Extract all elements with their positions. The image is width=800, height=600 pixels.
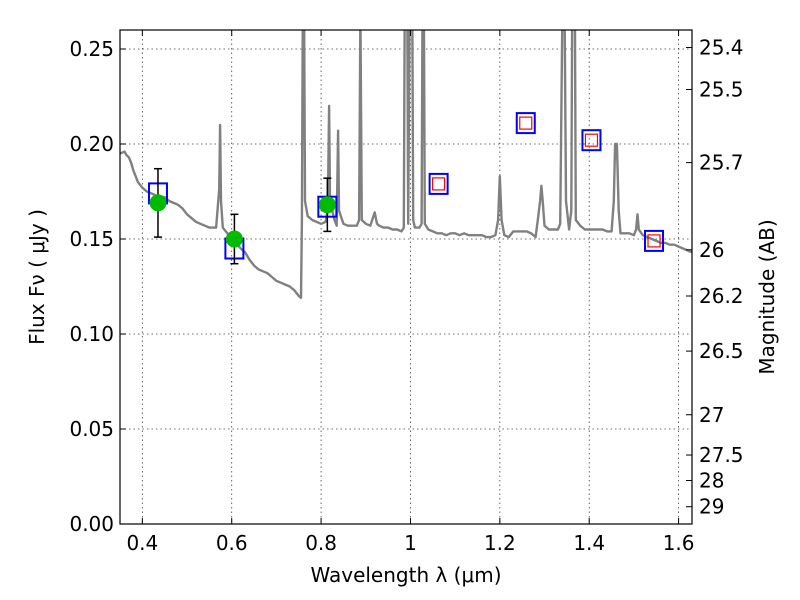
- right-tick-label: 25.5: [699, 77, 744, 101]
- right-tick-label: 29: [699, 495, 724, 519]
- y-axis-right-label: Magnitude (AB): [755, 219, 779, 374]
- predicted-square-marker: [432, 177, 446, 191]
- y-tick-label: 0.10: [69, 322, 114, 346]
- right-tick-label: 28: [699, 468, 724, 492]
- y-tick-label: 0.00: [69, 512, 114, 536]
- axis-ticks: 0.4 0.6 0.8 1 1.2 1.4 1.6 0.00 0.05 0.10 0.15 0.20 0…: [69, 30, 744, 555]
- spectrum-line: [120, 30, 692, 300]
- y-tick-label: 0.15: [69, 227, 114, 251]
- model-square-marker: [581, 129, 602, 152]
- right-tick-label: 25.7: [699, 151, 744, 175]
- observed-point: [318, 196, 336, 214]
- x-tick-label: 1.4: [573, 531, 605, 555]
- x-axis-label: Wavelength λ (μm): [310, 563, 501, 587]
- y-tick-label: 0.05: [69, 417, 114, 441]
- observed-point: [149, 194, 167, 212]
- observed-point: [225, 230, 243, 248]
- right-tick-label: 26.5: [699, 339, 744, 363]
- y-tick-label: 0.25: [69, 37, 114, 61]
- x-tick-label: 0.4: [126, 531, 158, 555]
- right-tick-label: 27.5: [699, 443, 744, 467]
- model-square-marker: [428, 172, 449, 195]
- right-tick-label: 27: [699, 403, 724, 427]
- x-tick-label: 0.6: [216, 531, 248, 555]
- plot-area: [120, 30, 692, 300]
- predicted-square-marker: [584, 133, 599, 147]
- x-tick-label: 1.2: [484, 531, 516, 555]
- x-tick-label: 1.6: [663, 531, 695, 555]
- y-axis-label: Flux Fν ( μJy ): [25, 209, 49, 345]
- y-tick-label: 0.20: [69, 132, 114, 156]
- clipped-series: [120, 30, 692, 300]
- right-tick-label: 26.2: [699, 284, 744, 308]
- predicted-square-marker: [519, 116, 533, 130]
- model-square-marker: [515, 112, 536, 135]
- model-square-marker: [644, 229, 665, 252]
- plot-frame: [119, 29, 693, 525]
- x-tick-label: 1: [404, 531, 417, 555]
- right-tick-label: 26: [699, 238, 724, 262]
- grid-lines: [120, 30, 692, 525]
- x-tick-label: 0.8: [305, 531, 337, 555]
- right-tick-label: 25.4: [699, 35, 744, 59]
- predicted-square-marker: [647, 234, 661, 248]
